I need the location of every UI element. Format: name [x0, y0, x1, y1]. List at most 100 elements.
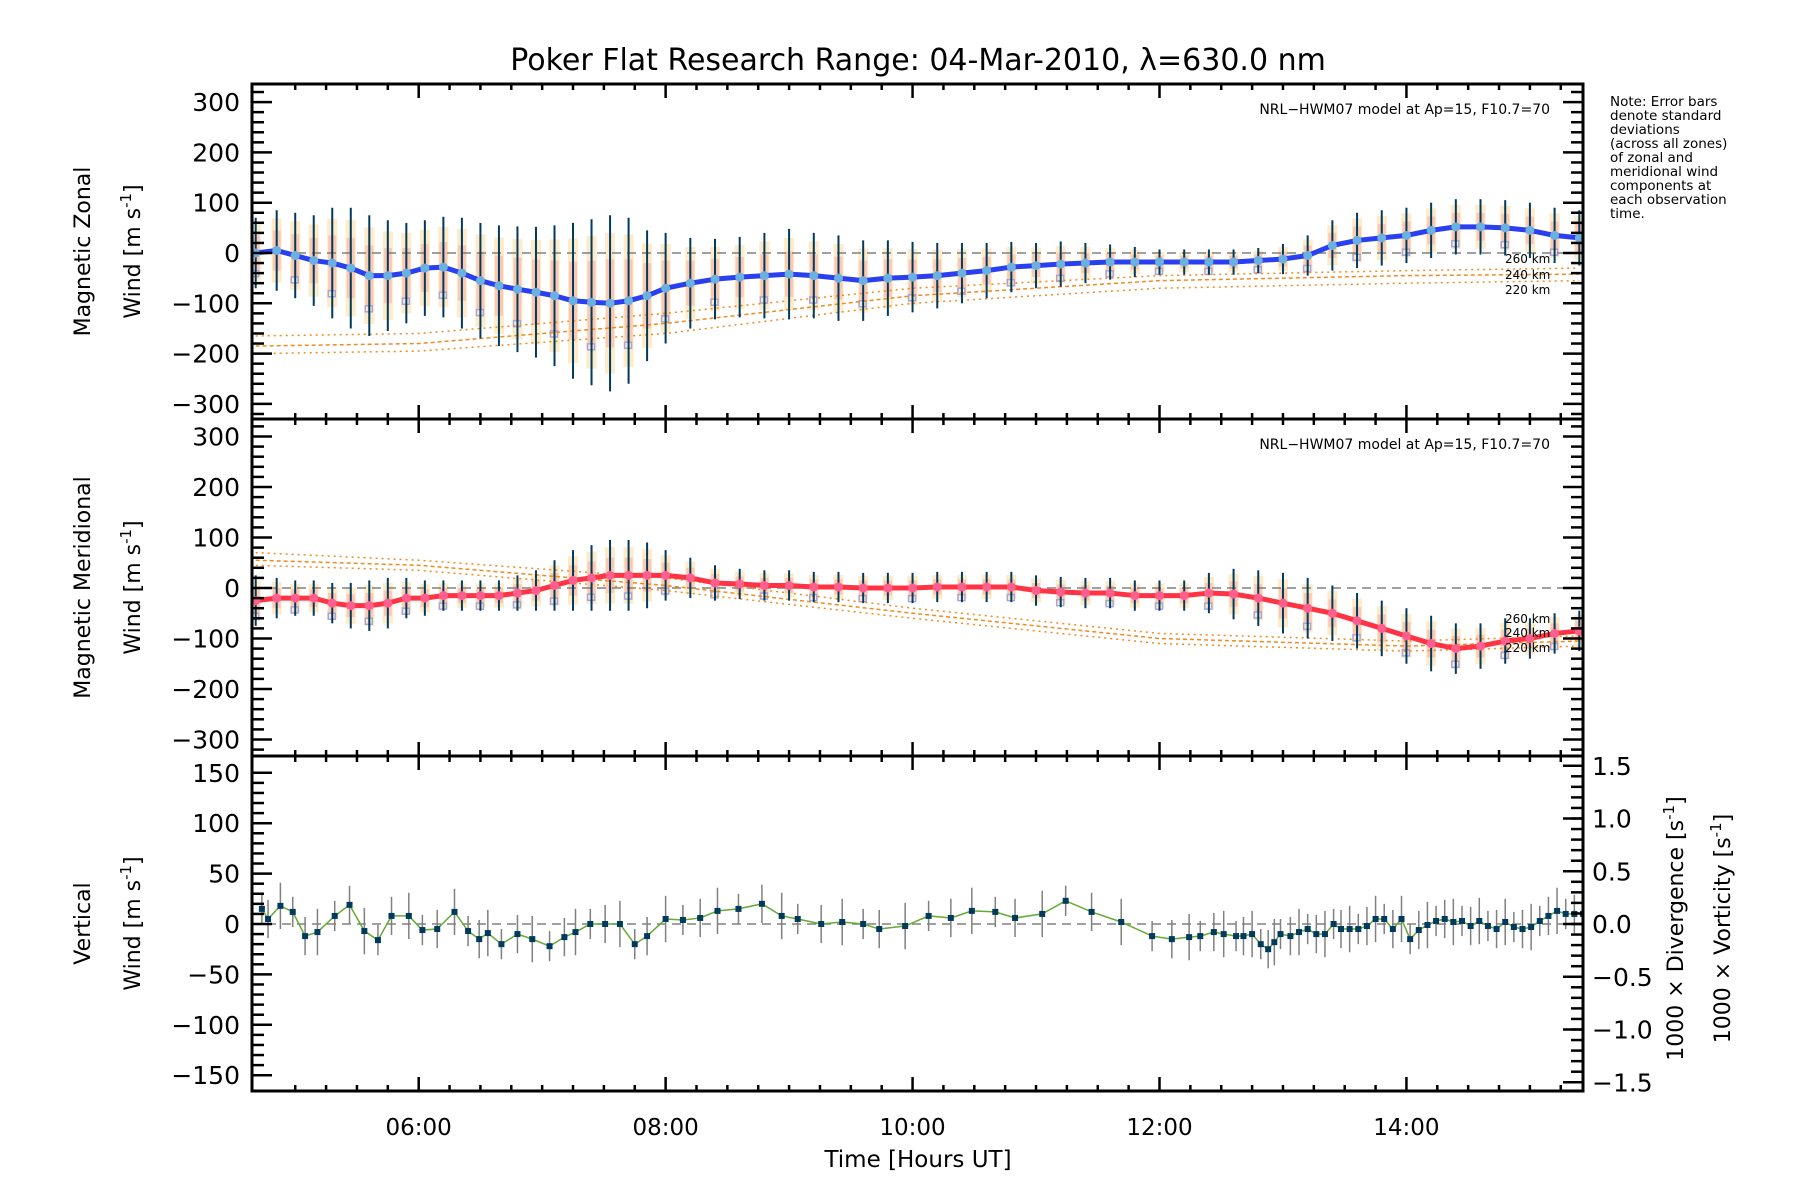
chart-title: Poker Flat Research Range: 04-Mar-2010, … [510, 43, 1326, 78]
vertical-wind-point [1502, 918, 1509, 925]
y-axis-title-line2: Wind [m s-1] [117, 184, 146, 318]
vertical-wind-point [602, 921, 609, 927]
vertical-wind-point [314, 929, 321, 936]
note-line: denote standard [1610, 108, 1722, 124]
vertical-wind-point [1321, 931, 1328, 938]
vertical-wind-point [1313, 931, 1320, 938]
vertical-wind-point [1088, 908, 1095, 915]
vertical-wind-point [277, 902, 284, 909]
y-axis-title-line1: Magnetic Meridional [71, 476, 96, 698]
mean-point [1327, 608, 1337, 618]
vertical-wind-point [947, 914, 954, 921]
mean-point [1080, 258, 1090, 268]
mean-point [1500, 223, 1510, 233]
mean-point [685, 278, 695, 288]
mean-point [512, 588, 522, 598]
vertical-wind-point [1433, 917, 1440, 924]
vertical-wind-point [1296, 929, 1303, 936]
mean-point [531, 586, 541, 596]
mean-point [1352, 616, 1362, 626]
mean-point [1500, 636, 1510, 646]
mean-point [1056, 587, 1066, 597]
mean-point [309, 593, 319, 603]
model-curve-260km [255, 551, 1580, 642]
vertical-wind-point [1510, 924, 1517, 931]
vertical-wind-point [1149, 933, 1156, 940]
vertical-wind-point [839, 918, 846, 925]
mean-point [512, 284, 522, 294]
vertical-wind-point [1545, 912, 1552, 919]
y2-tick-label: 1.5 [1592, 752, 1632, 781]
mean-point [833, 273, 843, 283]
mean-point [401, 593, 411, 603]
mean-point [784, 580, 794, 590]
mean-point [1130, 591, 1140, 601]
vertical-wind-point [1363, 923, 1370, 930]
altitude-label: 220 km [1505, 283, 1550, 297]
mean-point [605, 298, 615, 308]
mean-point [1056, 259, 1066, 269]
altitude-label: 260 km [1505, 252, 1550, 266]
mean-point [1525, 634, 1535, 643]
mean-point [1031, 261, 1041, 271]
mean-point [858, 583, 868, 593]
vertical-wind-point [925, 912, 932, 919]
error-bar-note: Note: Error bars denote standard deviati… [1610, 95, 1800, 221]
y-tick-label: −200 [171, 675, 240, 704]
mean-point [759, 271, 769, 281]
mean-point [1426, 639, 1436, 649]
vertical-wind-point [1271, 939, 1278, 946]
vertical-wind-point [714, 907, 721, 914]
vertical-wind-point [465, 928, 472, 935]
mean-point [1229, 589, 1239, 599]
mean-point [1130, 257, 1140, 267]
vertical-wind-point [860, 921, 867, 927]
mean-point [883, 273, 893, 283]
mean-point [587, 297, 597, 307]
mean-point [475, 276, 485, 286]
vertical-wind-point [902, 923, 909, 930]
vertical-wind-point [968, 907, 975, 914]
vertical-wind-point [1287, 933, 1294, 940]
mean-point [1451, 644, 1461, 654]
x-axis-title: Time [Hours UT] [823, 1147, 1011, 1173]
mean-point [624, 570, 634, 580]
mean-point [1303, 251, 1313, 261]
mean-point [858, 276, 868, 286]
note-line: of zonal and [1610, 150, 1693, 166]
mean-point [346, 601, 356, 611]
mean-point [1574, 233, 1583, 243]
y-axis-title-line1: Magnetic Zonal [71, 167, 96, 337]
vertical-wind-point [1528, 924, 1535, 931]
mean-point [982, 266, 992, 276]
vertical-wind-point [302, 933, 309, 940]
mean-point [1303, 603, 1313, 613]
vertical-wind-point [258, 905, 265, 912]
vertical-wind-point [346, 901, 353, 908]
y-tick-label: 150 [192, 759, 240, 788]
vertical-wind-point [331, 912, 338, 919]
vertical-wind-point [794, 915, 801, 922]
mean-point [494, 281, 504, 291]
mean-point [784, 269, 794, 279]
y-tick-label: 100 [192, 524, 240, 553]
vertical-wind-point [1197, 933, 1204, 940]
y-tick-label: −300 [171, 390, 240, 419]
vertical-wind-point [1346, 926, 1353, 933]
mean-point [759, 580, 769, 590]
y2-tick-label: 0.0 [1592, 910, 1632, 939]
mean-point [1155, 591, 1164, 601]
y-tick-label: −100 [171, 1011, 240, 1040]
y-axis-title-line2: Wind [m s-1] [117, 856, 146, 990]
vertical-wind-point [405, 912, 412, 919]
vertical-wind-point [1398, 915, 1405, 922]
vertical-wind-point [546, 943, 553, 950]
vertical-wind-point [1277, 931, 1284, 938]
y-axis-title-line2: Wind [m s-1] [117, 520, 146, 654]
mean-point [1550, 628, 1560, 638]
plot-area [252, 540, 1583, 674]
vertical-wind-point [1554, 907, 1561, 914]
mean-point [982, 582, 992, 592]
vertical-wind-point [1519, 926, 1526, 933]
vertical-wind-point [1355, 926, 1362, 933]
